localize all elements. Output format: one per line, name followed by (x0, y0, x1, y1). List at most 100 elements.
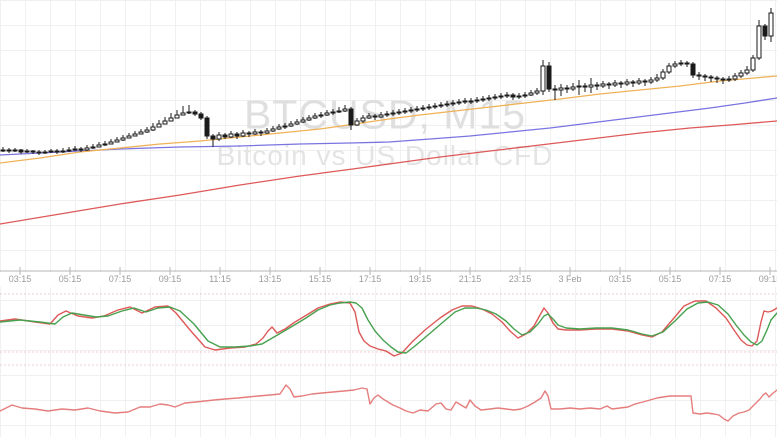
candle-body-bull (672, 63, 678, 67)
candle-body-bull (168, 117, 174, 122)
candle-body-bull (558, 87, 564, 91)
candle-body-bull (600, 83, 606, 87)
candle-body-bull (180, 112, 186, 116)
candle-body-bull (72, 148, 78, 151)
candle-body-bear (642, 80, 648, 83)
candle-body-bull (228, 133, 234, 138)
candle-body-bull (576, 85, 582, 88)
candle-body-bear (684, 62, 690, 65)
time-axis[interactable]: 03:15 05:15 07:15 09:15 11:15 13:15 15:15 17:15… (0, 272, 777, 287)
candle-body-bull (216, 134, 222, 140)
candle-body-bear (210, 135, 216, 140)
candle-body-bull (144, 129, 150, 133)
candle-body-bull (450, 102, 456, 105)
ma-mid-blue (0, 97, 777, 156)
ma-fast-orange (0, 75, 777, 164)
candle-body-bear (702, 75, 708, 78)
candle-body-bull (120, 137, 126, 141)
candle-body-bull (426, 106, 432, 109)
candle-body-bull (414, 108, 420, 111)
candle-body-bull (288, 123, 294, 127)
candle-body-bull (132, 133, 138, 137)
time-axis-label: 03:15 (8, 274, 32, 284)
oscillator-lines (0, 300, 777, 357)
candle-body-bull (108, 141, 114, 145)
candle-body-bull (270, 128, 276, 132)
candle-body-bull (528, 92, 534, 96)
time-axis-label: 05:15 (58, 274, 82, 284)
candle-body-bear (708, 76, 714, 79)
candle-body-bull (462, 100, 468, 103)
candle-body-bull (438, 104, 444, 107)
candle-body-bull (312, 115, 318, 119)
candle-body-bull (354, 120, 360, 126)
candle-body-bull (360, 117, 366, 122)
candle-body-bull (90, 146, 96, 149)
candle-body-bull (666, 65, 672, 73)
candle-body-bull (162, 120, 168, 125)
candle-body-bear (714, 77, 720, 80)
candle-body-bull (444, 103, 450, 106)
moving-averages (0, 75, 777, 225)
candle-body-bull (498, 95, 504, 98)
candle-body-bear (198, 113, 204, 119)
candle-body-bear (234, 133, 240, 137)
candle-body-bull (0, 149, 6, 152)
watermark-symbol-timeframe: BTCUSD, M15 (243, 91, 527, 138)
candle-body-bull (468, 100, 474, 103)
candle-body-bull (276, 126, 282, 130)
candle-body-bull (366, 115, 372, 119)
lower-indicator-panel[interactable] (0, 360, 777, 437)
lower-indicator-red (0, 384, 777, 422)
candle-body-bull (738, 72, 744, 77)
candle-body-bear (372, 115, 378, 118)
time-axis-label: 23:15 (508, 274, 532, 284)
time-axis-label: 09:15 (158, 274, 182, 284)
candle-body-bull (282, 125, 288, 128)
candle-body-bear (204, 117, 210, 137)
candle-body-bear (762, 25, 768, 37)
candle-body-bull (504, 94, 510, 97)
candle-body-bull (660, 71, 666, 79)
candle-body-bull (96, 144, 102, 148)
time-axis-label: 07:15 (108, 274, 132, 284)
candle-body-bull (102, 143, 108, 146)
candle-body-bull (750, 57, 756, 71)
candle-body-bear (582, 85, 588, 88)
candle-body-bull (654, 77, 660, 81)
time-axis-label: 05:15 (658, 274, 682, 284)
candle-body-bear (258, 131, 264, 134)
candle-body-bull (636, 80, 642, 84)
candle-body-bull (474, 99, 480, 102)
candle-body-bear (54, 150, 60, 153)
time-axis-label: 3 Feb (558, 274, 582, 284)
time-axis-label: 19:15 (408, 274, 432, 284)
candle-body-bull (42, 151, 48, 154)
lower-indicator-line (0, 384, 777, 422)
candle-body-bear (30, 150, 36, 153)
candle-body-bear (690, 63, 696, 76)
candle-body-bear (6, 149, 12, 152)
time-axis-label: 21:15 (458, 274, 482, 284)
candle-body-bull (522, 94, 528, 97)
candle-body-bull (384, 113, 390, 116)
candle-body-bull (150, 126, 156, 131)
candle-body-bull (324, 112, 330, 116)
candle-body-bull (432, 105, 438, 108)
time-axis-label: 03:15 (608, 274, 632, 284)
oscillator-panel[interactable] (0, 288, 777, 358)
candle-body-bull (588, 84, 594, 88)
time-axis-label: 07:15 (708, 274, 732, 284)
candle-body-bull (174, 114, 180, 119)
candle-body-bear (222, 134, 228, 138)
candle-body-bull (252, 131, 258, 135)
candle-body-bull (732, 75, 738, 80)
candle-body-bull (570, 86, 576, 90)
candle-body-bear (618, 82, 624, 85)
candle-body-bull (306, 117, 312, 121)
candle-body-bull (492, 96, 498, 99)
main-price-panel[interactable] (0, 0, 777, 271)
time-axis-label: 11:15 (209, 274, 231, 284)
